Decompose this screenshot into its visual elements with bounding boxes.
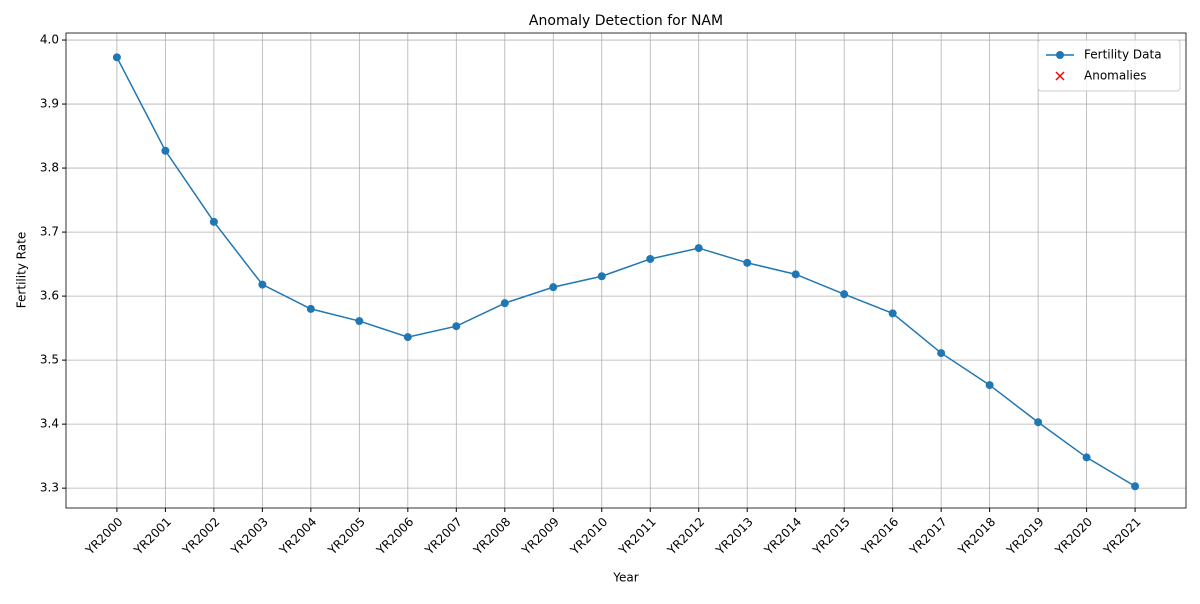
data-point <box>258 280 267 289</box>
y-tick-label: 3.5 <box>40 353 59 367</box>
y-axis-label: Fertility Rate <box>15 232 29 308</box>
data-point <box>355 317 364 326</box>
legend-marker <box>1055 71 1065 81</box>
chart-title: Anomaly Detection for NAM <box>529 13 723 29</box>
data-point <box>209 217 218 226</box>
data-point <box>597 272 606 281</box>
data-point <box>500 299 509 308</box>
y-tick-label: 3.9 <box>40 97 59 111</box>
data-point <box>112 53 121 62</box>
x-axis-label: Year <box>612 571 638 585</box>
legend-box <box>1037 39 1181 92</box>
data-point <box>985 381 994 390</box>
data-point <box>840 290 849 299</box>
y-tick-label: 3.4 <box>40 417 59 431</box>
data-point <box>549 283 558 292</box>
y-tick-label: 3.6 <box>40 289 59 303</box>
data-point <box>161 146 170 155</box>
data-point <box>888 309 897 318</box>
data-point <box>1034 418 1043 427</box>
y-tick-label: 4.0 <box>40 33 59 47</box>
data-point <box>646 254 655 263</box>
data-point <box>1131 482 1140 491</box>
data-point <box>937 349 946 358</box>
data-point <box>452 322 461 331</box>
legend-label: Anomalies <box>1084 69 1147 83</box>
data-point <box>743 258 752 267</box>
data-point <box>1082 453 1091 462</box>
plot-frame <box>65 32 1187 509</box>
y-tick-label: 3.8 <box>40 161 59 175</box>
y-tick-label: 3.3 <box>40 481 59 495</box>
data-point <box>791 270 800 279</box>
legend-label: Fertility Data <box>1084 48 1162 62</box>
line <box>116 56 1136 487</box>
y-tick-label: 3.7 <box>40 225 59 239</box>
data-point <box>306 304 315 313</box>
data-point <box>403 333 412 342</box>
legend-marker <box>1056 51 1064 59</box>
data-point <box>694 244 703 253</box>
